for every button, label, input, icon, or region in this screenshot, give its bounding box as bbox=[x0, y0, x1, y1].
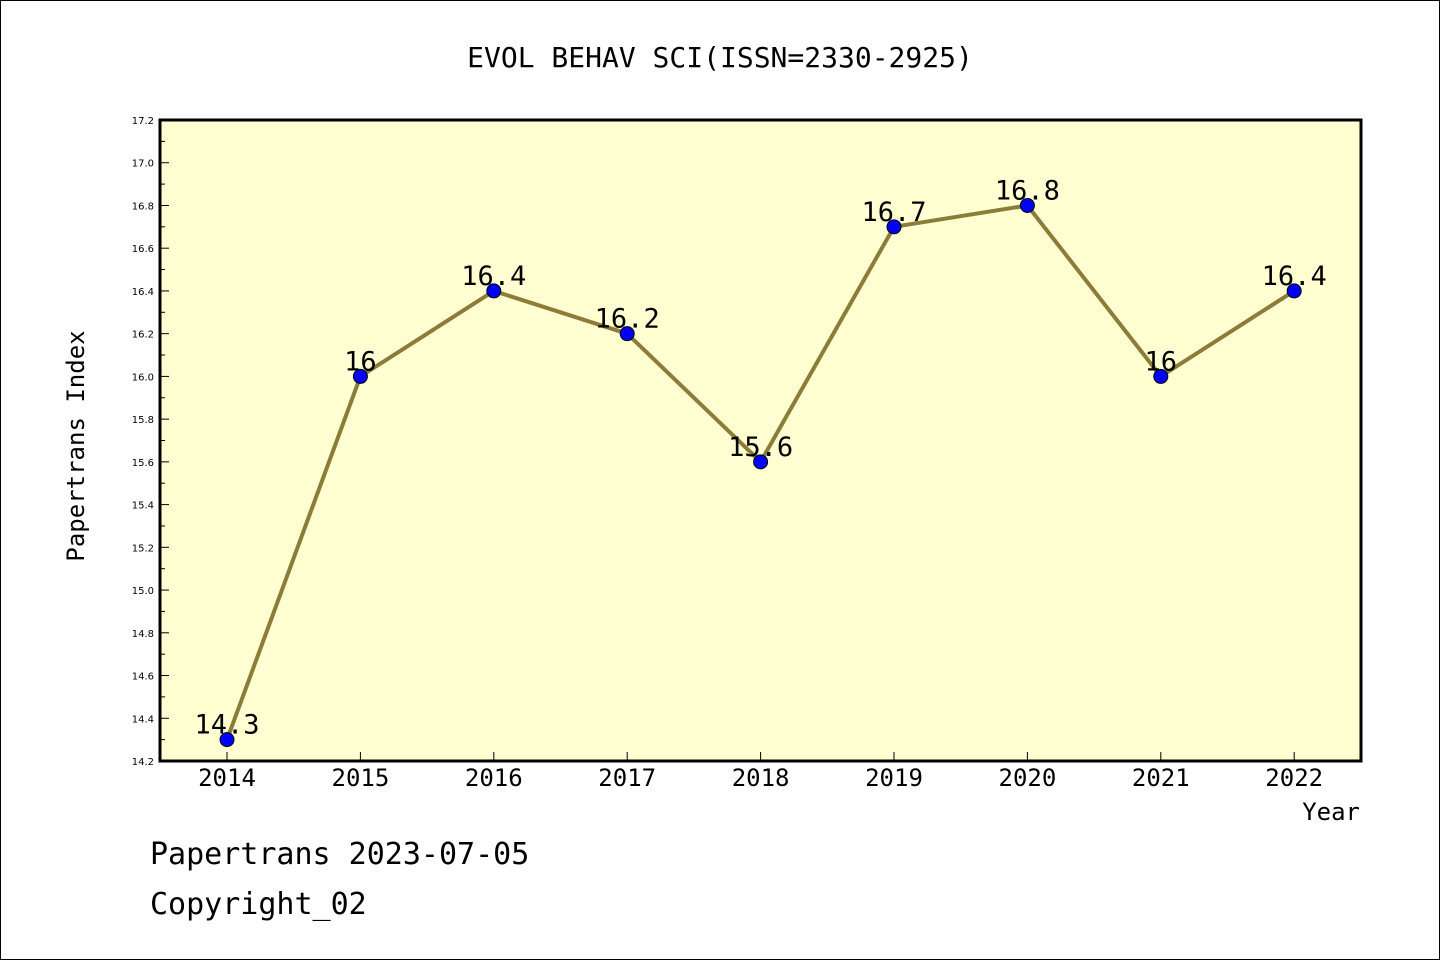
y-axis-label: Papertrans Index bbox=[62, 330, 90, 561]
data-label: 16 bbox=[344, 346, 377, 377]
x-tick-label: 2017 bbox=[598, 764, 656, 792]
x-tick-label: 2018 bbox=[732, 764, 790, 792]
y-tick-label: 17.2 bbox=[132, 116, 154, 127]
x-tick-label: 2015 bbox=[332, 764, 390, 792]
y-tick-label: 17.0 bbox=[132, 159, 154, 170]
y-tick-label: 16.2 bbox=[132, 330, 154, 341]
chart-title: EVOL BEHAV SCI(ISSN=2330-2925) bbox=[467, 41, 973, 74]
data-point bbox=[1019, 197, 1035, 213]
data-label: 14.3 bbox=[194, 710, 259, 741]
data-label: 16 bbox=[1145, 346, 1178, 377]
y-tick-label: 16.4 bbox=[132, 287, 154, 298]
x-tick-label: 2020 bbox=[999, 764, 1057, 792]
y-tick-label: 16.6 bbox=[132, 244, 154, 255]
y-tick-label: 15.2 bbox=[132, 543, 154, 554]
data-label: 16.2 bbox=[595, 304, 660, 335]
data-labels: 14.3 16 16.4 16.2 15.6 16.7 16.8 16 16.4 bbox=[194, 175, 1326, 740]
plot-area bbox=[158, 118, 1363, 763]
y-tick-label: 15.4 bbox=[132, 501, 154, 512]
x-tick-label: 2016 bbox=[465, 764, 523, 792]
data-point bbox=[1153, 368, 1169, 384]
x-tick-label: 2021 bbox=[1132, 764, 1190, 792]
series-markers bbox=[219, 197, 1302, 748]
footer-date: Papertrans 2023-07-05 bbox=[150, 837, 529, 872]
data-label: 15.6 bbox=[728, 432, 793, 463]
y-axis-ticks: 14.2 14.4 14.6 14.8 15.0 15.2 15.4 15.6 15.8 16.0… bbox=[132, 116, 169, 768]
x-tick-label: 2014 bbox=[198, 764, 256, 792]
y-tick-label: 14.6 bbox=[132, 672, 154, 683]
data-point bbox=[753, 454, 769, 470]
y-tick-label: 14.8 bbox=[132, 629, 154, 640]
x-tick-label: 2022 bbox=[1265, 764, 1323, 792]
x-axis-label: Year bbox=[1302, 798, 1360, 826]
data-point bbox=[352, 368, 368, 384]
data-point bbox=[219, 732, 235, 748]
data-point bbox=[486, 283, 502, 299]
data-point bbox=[619, 326, 635, 342]
x-axis-ticks: 2014 2015 2016 2017 2018 2019 2020 2021 2022 bbox=[198, 752, 1323, 792]
data-label: 16.8 bbox=[995, 175, 1060, 206]
y-tick-label: 16.8 bbox=[132, 201, 154, 212]
y-tick-label: 15.6 bbox=[132, 458, 154, 469]
y-tick-label: 15.8 bbox=[132, 415, 154, 426]
x-tick-label: 2019 bbox=[865, 764, 923, 792]
data-label: 16.4 bbox=[1262, 261, 1327, 292]
y-tick-label: 14.2 bbox=[132, 757, 154, 768]
y-tick-label: 14.4 bbox=[132, 714, 154, 725]
y-tick-label: 16.0 bbox=[132, 372, 154, 383]
footer-copyright: Copyright_02 bbox=[150, 887, 367, 922]
data-label: 16.4 bbox=[461, 261, 526, 292]
y-tick-label: 15.0 bbox=[132, 586, 154, 597]
data-label: 16.7 bbox=[861, 197, 926, 228]
data-point bbox=[1286, 283, 1302, 299]
data-point bbox=[886, 219, 902, 235]
